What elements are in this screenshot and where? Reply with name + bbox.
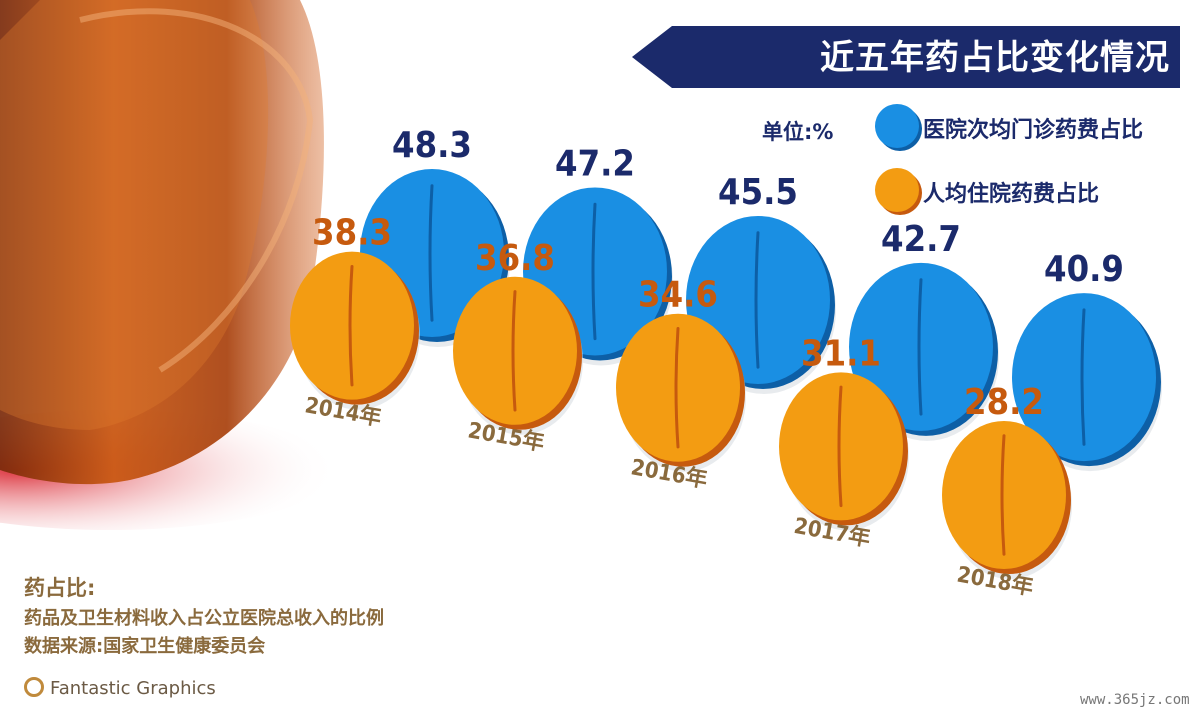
brand-name: Fantastic Graphics [50,678,216,699]
inpatient-pill [779,372,909,531]
bottle-illustration [0,0,340,530]
inpatient-value-label: 38.3 [312,213,392,254]
outpatient-pill [1012,293,1162,472]
note-definition: 药品及卫生材料收入占公立医院总收入的比例 [24,608,384,629]
inpatient-value-label: 28.2 [964,382,1044,423]
legend-label: 医院次均门诊药费占比 [923,118,1144,143]
chart-title: 近五年药占比变化情况 [820,38,1170,78]
outpatient-value-label: 45.5 [718,172,798,213]
inpatient-pill [290,251,420,410]
inpatient-value-label: 36.8 [475,238,555,279]
brand-logo-icon [24,677,44,697]
inpatient-value-label: 31.1 [801,333,881,374]
outpatient-pill [849,262,999,441]
note-source: 数据来源:国家卫生健康委员会 [24,636,266,657]
brand: Fantastic Graphics [24,677,216,704]
inpatient-pill [616,313,746,472]
note-heading: 药占比: [24,576,96,600]
outpatient-value-label: 42.7 [881,219,961,260]
legend-swatch-orange [875,168,919,212]
pills-layer: 48.338.32014年47.236.82015年45.534.62016年4… [290,125,1162,601]
watermark: www.365jz.com [1080,692,1190,708]
inpatient-pill [453,276,583,435]
inpatient-value-label: 34.6 [638,275,718,316]
unit-label: 单位:% [762,120,834,144]
outpatient-value-label: 48.3 [392,125,472,166]
outpatient-value-label: 47.2 [555,143,635,184]
outpatient-value-label: 40.9 [1044,249,1124,290]
legend-swatch-blue [875,104,919,148]
legend-label: 人均住院药费占比 [923,182,1100,207]
inpatient-pill [942,421,1072,579]
title-banner [632,26,1180,88]
